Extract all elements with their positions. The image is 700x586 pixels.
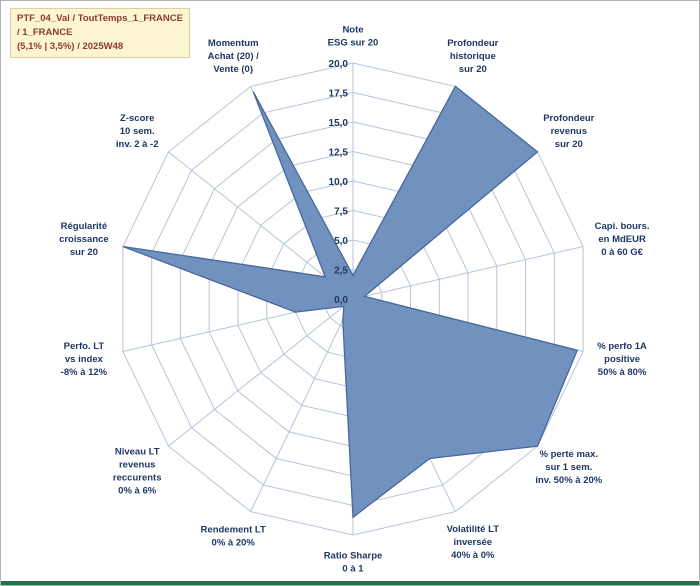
radar-tick-label: 17,5 — [329, 89, 349, 100]
radar-category-label: Note ESG sur 20 — [328, 25, 379, 49]
chart-title-line-3: (5,1% | 3,5%) / 2025W48 — [17, 40, 124, 52]
chart-title-box[interactable]: PTF_04_Val / ToutTemps_1_FRANCE / 1_FRAN… — [10, 8, 190, 59]
radar-tick-label: 15,0 — [329, 118, 349, 129]
radar-axis-spoke — [168, 151, 354, 300]
sheet-tab-strip — [1, 581, 699, 585]
radar-category-label: Z-score 10 sem. inv. 2 à -2 — [116, 113, 159, 150]
radar-axis-spoke — [168, 298, 354, 447]
radar-series-area — [122, 85, 579, 519]
radar-tick-label: 2,5 — [334, 266, 348, 277]
radar-category-label: % perfo 1A positive 50% à 80% — [597, 341, 647, 378]
radar-category-label: Ratio Sharpe 0 à 1 — [324, 551, 383, 575]
radar-axis-spoke — [352, 246, 584, 300]
radar-tick-label: 10,0 — [329, 177, 349, 188]
radar-category-label: Capi. bours. en MdEUR 0 à 60 G€ — [595, 221, 650, 258]
radar-tick-label: 5,0 — [334, 236, 348, 247]
radar-tick-label: 7,5 — [334, 207, 348, 218]
chart-title-line-1: PTF_04_Val / ToutTemps_1_FRANCE — [17, 13, 183, 24]
radar-category-label: Rendement LT 0% à 20% — [201, 525, 266, 549]
radar-category-label: Régularité croissance sur 20 — [59, 221, 109, 258]
chart-title-line-2: / 1_FRANCE — [17, 26, 73, 38]
radar-tick-label: 20,0 — [329, 59, 349, 70]
radar-tick-label: 12,5 — [329, 148, 349, 159]
radar-category-label: Niveau LT revenus reccurents 0% à 6% — [113, 447, 162, 497]
radar-category-label: Profondeur historique sur 20 — [447, 38, 498, 75]
radar-category-label: Volatilité LT inversée 40% à 0% — [447, 524, 500, 561]
radar-category-label: Momentum Achat (20) / Vente (0) — [208, 38, 260, 75]
radar-tick-label: 0,0 — [334, 295, 348, 306]
radar-category-label: Profondeur revenus sur 20 — [543, 113, 594, 150]
radar-category-label: % perte max. sur 1 sem. inv. 50% à 20% — [535, 449, 602, 486]
radar-axis-spoke — [250, 298, 354, 512]
radar-category-label: Perfo. LT vs index -8% à 12% — [61, 341, 108, 378]
